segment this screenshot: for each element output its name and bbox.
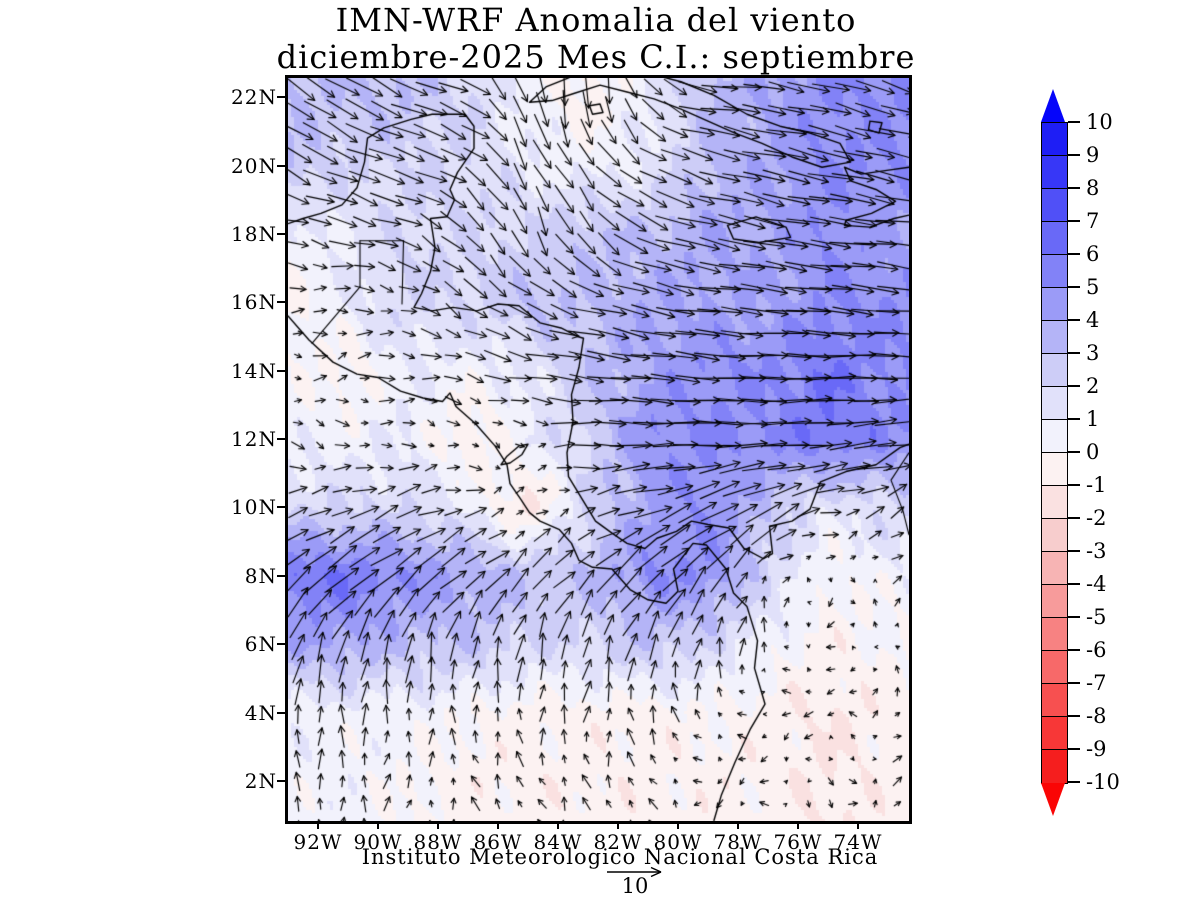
lat-tick-label: 12N [231, 427, 277, 452]
colorbar-tick-label: -10 [1086, 770, 1120, 794]
colorbar-tick-mark [1068, 748, 1080, 750]
colorbar-segment [1042, 684, 1067, 717]
lat-tick-label: 14N [231, 358, 277, 383]
lat-tick-label: 8N [244, 563, 277, 588]
colorbar-tick-label: 2 [1086, 374, 1100, 398]
colorbar-tick-mark [1068, 352, 1080, 354]
colorbar-tick-mark [1068, 286, 1080, 288]
lat-tick-label: 6N [244, 632, 277, 657]
colorbar-arrow-down [1041, 783, 1065, 816]
colorbar-tick-mark [1068, 682, 1080, 684]
colorbar-segment [1042, 618, 1067, 651]
colorbar-tick-label: -1 [1086, 473, 1107, 497]
colorbar-segment [1042, 519, 1067, 552]
colorbar-segment [1042, 552, 1067, 585]
colorbar-segment [1042, 486, 1067, 519]
colorbar-tick-label: -6 [1086, 638, 1107, 662]
colorbar-tick-label: -5 [1086, 605, 1107, 629]
lat-tick-label: 16N [231, 290, 277, 315]
colorbar-tick-mark [1068, 154, 1080, 156]
colorbar-segment [1042, 453, 1067, 486]
colorbar-tick-mark [1068, 220, 1080, 222]
lat-tick-mark [277, 232, 285, 235]
colorbar-tick-label: 10 [1086, 110, 1113, 134]
colorbar-tick-mark [1068, 715, 1080, 717]
colorbar-segment [1042, 189, 1067, 222]
page-title: IMN-WRF Anomalia del viento diciembre-20… [0, 2, 1192, 76]
colorbar-tick-mark [1068, 616, 1080, 618]
colorbar-segment [1042, 255, 1067, 288]
lat-tick-label: 22N [231, 85, 277, 110]
colorbar-segment [1042, 585, 1067, 618]
lat-tick-label: 20N [231, 153, 277, 178]
page-title-line1: IMN-WRF Anomalia del viento [335, 1, 857, 39]
lat-tick-mark [277, 711, 285, 714]
colorbar-tick-label: 9 [1086, 143, 1100, 167]
lat-tick-mark [277, 506, 285, 509]
lat-tick-mark [277, 779, 285, 782]
colorbar-segment [1042, 420, 1067, 453]
colorbar-tick-label: 8 [1086, 176, 1100, 200]
colorbar-segment [1042, 288, 1067, 321]
wind-anomaly-map-canvas [288, 78, 909, 821]
reference-vector-arrow [607, 866, 662, 878]
colorbar-tick-label: 6 [1086, 242, 1100, 266]
lat-tick-mark [277, 643, 285, 646]
colorbar-tick-label: -7 [1086, 671, 1107, 695]
colorbar-segment [1042, 156, 1067, 189]
map-frame [285, 75, 912, 824]
colorbar: 10 9 8 7 6 5 4 3 2 1 0 -1 -2 -3 -4 -5 -6 -7 -8 -9 -10 [1041, 88, 1151, 820]
colorbar-tick-label: -4 [1086, 572, 1107, 596]
page-title-line2: diciembre-2025 Mes C.I.: septiembre [276, 38, 916, 76]
colorbar-segment [1042, 717, 1067, 750]
footer-credit: Instituto Meteorologico Nacional Costa R… [361, 845, 879, 869]
colorbar-tick-label: -8 [1086, 704, 1107, 728]
lat-tick-mark [277, 369, 285, 372]
reference-vector-label: 10 [621, 874, 649, 898]
colorbar-tick-mark [1068, 385, 1080, 387]
colorbar-tick-mark [1068, 583, 1080, 585]
colorbar-tick-label: 7 [1086, 209, 1100, 233]
colorbar-tick-mark [1068, 649, 1080, 651]
colorbar-tick-mark [1068, 781, 1080, 783]
colorbar-arrow-up [1041, 89, 1065, 122]
lat-tick-label: 2N [244, 768, 277, 793]
colorbar-tick-mark [1068, 319, 1080, 321]
colorbar-tick-label: 5 [1086, 275, 1100, 299]
colorbar-segment [1042, 321, 1067, 354]
colorbar-segment [1042, 123, 1067, 156]
lat-tick-mark [277, 438, 285, 441]
colorbar-segment [1042, 354, 1067, 387]
lat-tick-label: 18N [231, 221, 277, 246]
lat-tick-mark [277, 164, 285, 167]
lat-tick-mark [277, 574, 285, 577]
colorbar-tick-mark [1068, 484, 1080, 486]
colorbar-tick-mark [1068, 451, 1080, 453]
colorbar-tick-mark [1068, 253, 1080, 255]
colorbar-tick-mark [1068, 517, 1080, 519]
lat-tick-mark [277, 301, 285, 304]
colorbar-segment [1042, 222, 1067, 255]
colorbar-tick-mark [1068, 121, 1080, 123]
colorbar-tick-label: -3 [1086, 539, 1107, 563]
colorbar-segment [1042, 750, 1067, 783]
colorbar-body [1041, 122, 1068, 784]
lat-tick-label: 10N [231, 495, 277, 520]
colorbar-tick-label: 3 [1086, 341, 1100, 365]
colorbar-tick-mark [1068, 550, 1080, 552]
colorbar-tick-label: -9 [1086, 737, 1107, 761]
colorbar-tick-label: 0 [1086, 440, 1100, 464]
colorbar-tick-label: 1 [1086, 407, 1100, 431]
colorbar-tick-label: 4 [1086, 308, 1100, 332]
colorbar-tick-mark [1068, 187, 1080, 189]
colorbar-tick-label: -2 [1086, 506, 1107, 530]
lat-tick-mark [277, 96, 285, 99]
colorbar-tick-mark [1068, 418, 1080, 420]
lat-tick-label: 4N [244, 700, 277, 725]
colorbar-segment [1042, 387, 1067, 420]
colorbar-segment [1042, 651, 1067, 684]
